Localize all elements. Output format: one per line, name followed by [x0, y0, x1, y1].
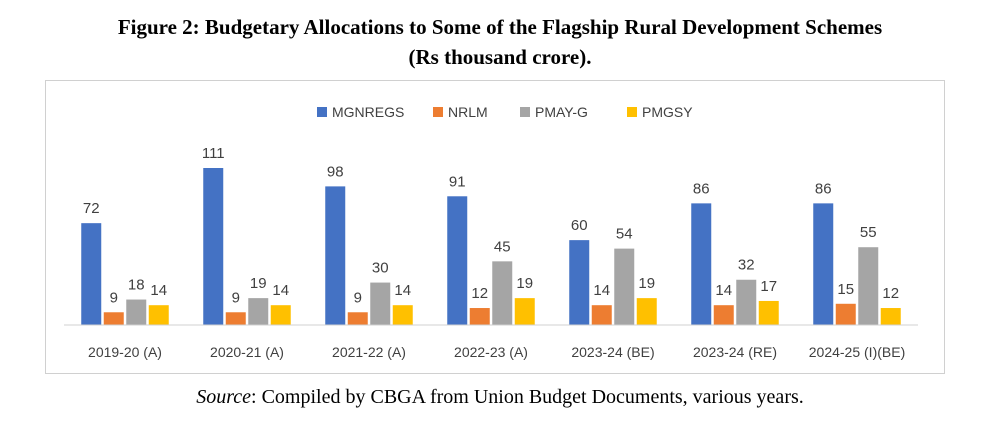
data-label-pmay-g-2023-24-be: 54 — [616, 226, 633, 243]
data-label-pmgsy-2022-23-a: 19 — [516, 275, 533, 292]
bar-pmgsy-2021-22-a — [392, 305, 413, 325]
bar-pmay-g-2024-25-i-be — [858, 247, 879, 325]
bar-mgnregs-2024-25-i-be — [813, 203, 834, 325]
data-label-pmay-g-2022-23-a: 45 — [494, 238, 511, 255]
legend-swatch-nrlm — [433, 107, 443, 117]
x-tick-label-2022-23-a: 2022-23 (A) — [454, 344, 528, 360]
bar-pmay-g-2021-22-a — [370, 282, 391, 325]
bar-mgnregs-2023-24-re — [691, 203, 712, 325]
data-label-nrlm-2024-25-i-be: 15 — [837, 281, 854, 298]
bar-nrlm-2022-23-a — [469, 308, 490, 325]
bar-pmay-g-2023-24-be — [614, 248, 635, 325]
bar-nrlm-2019-20-a — [103, 312, 124, 325]
legend-label-mgnregs: MGNREGS — [332, 104, 404, 120]
bar-nrlm-2020-21-a — [225, 312, 246, 325]
x-tick-label-2024-25-i-be: 2024-25 (I)(BE) — [809, 344, 905, 360]
bar-mgnregs-2023-24-be — [569, 240, 590, 325]
data-label-mgnregs-2019-20-a: 72 — [83, 200, 100, 217]
legend-label-nrlm: NRLM — [448, 104, 488, 120]
bar-mgnregs-2021-22-a — [325, 186, 346, 325]
legend-swatch-pmgsy — [627, 107, 637, 117]
source-text: : Compiled by CBGA from Union Budget Doc… — [251, 386, 804, 408]
bar-pmgsy-2023-24-re — [758, 300, 779, 325]
bar-mgnregs-2019-20-a — [81, 223, 102, 325]
data-label-pmgsy-2023-24-re: 17 — [760, 278, 777, 295]
legend-swatch-mgnregs — [317, 107, 327, 117]
bar-nrlm-2023-24-be — [591, 305, 612, 325]
x-tick-label-2021-22-a: 2021-22 (A) — [332, 344, 406, 360]
data-label-mgnregs-2022-23-a: 91 — [449, 173, 466, 190]
data-label-nrlm-2023-24-re: 14 — [715, 282, 732, 299]
bar-pmay-g-2020-21-a — [248, 298, 269, 325]
data-label-pmay-g-2024-25-i-be: 55 — [860, 224, 877, 241]
chart-bars — [81, 168, 901, 325]
bar-pmay-g-2019-20-a — [126, 299, 147, 325]
chart-title: Figure 2: Budgetary Allocations to Some … — [0, 12, 1000, 72]
data-label-nrlm-2019-20-a: 9 — [110, 289, 118, 306]
source-note: Source: Compiled by CBGA from Union Budg… — [0, 386, 1000, 409]
chart-title-line2: (Rs thousand crore). — [408, 45, 592, 69]
data-label-pmgsy-2020-21-a: 14 — [272, 282, 289, 299]
data-label-mgnregs-2023-24-re: 86 — [693, 180, 710, 197]
chart-legend: MGNREGS NRLM PMAY-G PMGSY — [317, 104, 693, 120]
data-label-pmay-g-2019-20-a: 18 — [128, 277, 145, 294]
bar-pmgsy-2023-24-be — [636, 298, 657, 325]
data-label-pmgsy-2019-20-a: 14 — [150, 282, 167, 299]
bar-nrlm-2024-25-i-be — [835, 303, 856, 325]
bar-pmay-g-2023-24-re — [736, 279, 757, 325]
bar-pmgsy-2024-25-i-be — [880, 308, 901, 325]
x-tick-label-2023-24-re: 2023-24 (RE) — [693, 344, 777, 360]
bar-pmay-g-2022-23-a — [492, 261, 513, 325]
data-label-nrlm-2021-22-a: 9 — [354, 289, 362, 306]
data-label-pmgsy-2024-25-i-be: 12 — [882, 285, 899, 302]
bar-pmgsy-2019-20-a — [148, 305, 169, 325]
x-axis-tick-labels: 2019-20 (A) 2020-21 (A) 2021-22 (A) 2022-23… — [88, 344, 905, 360]
bar-mgnregs-2022-23-a — [447, 196, 468, 325]
data-label-pmgsy-2021-22-a: 14 — [394, 282, 411, 299]
x-tick-label-2019-20-a: 2019-20 (A) — [88, 344, 162, 360]
source-label: Source — [196, 386, 252, 408]
bar-nrlm-2023-24-re — [713, 305, 734, 325]
data-label-mgnregs-2021-22-a: 98 — [327, 163, 344, 180]
data-label-pmgsy-2023-24-be: 19 — [638, 275, 655, 292]
data-label-nrlm-2023-24-be: 14 — [593, 282, 610, 299]
chart-title-line1: Figure 2: Budgetary Allocations to Some … — [117, 15, 883, 39]
legend-label-pmay-g: PMAY-G — [535, 104, 588, 120]
data-label-pmay-g-2020-21-a: 19 — [250, 275, 267, 292]
bar-pmgsy-2020-21-a — [270, 305, 291, 325]
data-label-nrlm-2022-23-a: 12 — [471, 285, 488, 302]
data-label-pmay-g-2023-24-re: 32 — [738, 257, 755, 274]
bar-pmgsy-2022-23-a — [514, 298, 535, 325]
data-label-mgnregs-2023-24-be: 60 — [571, 217, 588, 234]
data-label-pmay-g-2021-22-a: 30 — [372, 260, 389, 277]
data-label-mgnregs-2020-21-a: 111 — [202, 145, 225, 162]
chart-data-labels: 72 9 18 14 111 9 19 14 98 9 30 14 91 12 45 19 60 14 54 19 86… — [83, 145, 899, 306]
data-label-mgnregs-2024-25-i-be: 86 — [815, 180, 832, 197]
data-label-nrlm-2020-21-a: 9 — [232, 289, 240, 306]
legend-swatch-pmay-g — [520, 107, 530, 117]
x-tick-label-2023-24-be: 2023-24 (BE) — [571, 344, 654, 360]
bar-mgnregs-2020-21-a — [203, 168, 224, 325]
legend-label-pmgsy: PMGSY — [642, 104, 693, 120]
x-tick-label-2020-21-a: 2020-21 (A) — [210, 344, 284, 360]
bar-nrlm-2021-22-a — [347, 312, 368, 325]
